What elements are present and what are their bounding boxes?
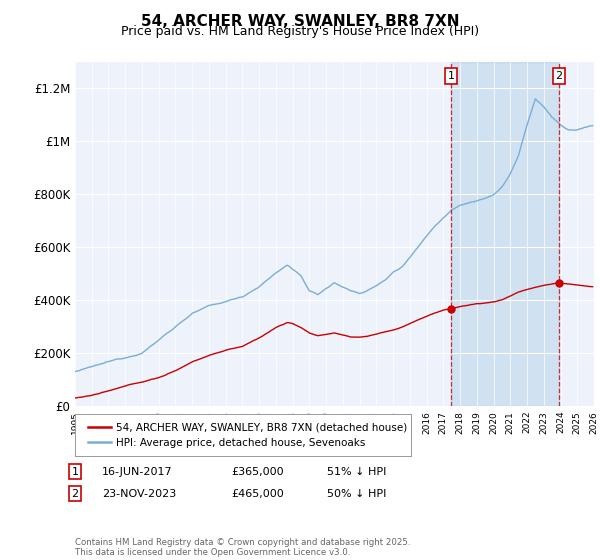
Text: 54, ARCHER WAY, SWANLEY, BR8 7XN: 54, ARCHER WAY, SWANLEY, BR8 7XN [141,14,459,29]
Text: 2: 2 [555,71,562,81]
Text: 23-NOV-2023: 23-NOV-2023 [102,489,176,499]
Text: Contains HM Land Registry data © Crown copyright and database right 2025.
This d: Contains HM Land Registry data © Crown c… [75,538,410,557]
Text: 16-JUN-2017: 16-JUN-2017 [102,466,173,477]
Text: 1: 1 [448,71,454,81]
Text: 51% ↓ HPI: 51% ↓ HPI [327,466,386,477]
Text: £365,000: £365,000 [231,466,284,477]
Text: £465,000: £465,000 [231,489,284,499]
Text: Price paid vs. HM Land Registry's House Price Index (HPI): Price paid vs. HM Land Registry's House … [121,25,479,38]
Text: 2: 2 [71,489,79,499]
Legend: 54, ARCHER WAY, SWANLEY, BR8 7XN (detached house), HPI: Average price, detached : 54, ARCHER WAY, SWANLEY, BR8 7XN (detach… [83,419,411,452]
Text: 1: 1 [71,466,79,477]
Text: 50% ↓ HPI: 50% ↓ HPI [327,489,386,499]
Bar [451,62,559,406]
